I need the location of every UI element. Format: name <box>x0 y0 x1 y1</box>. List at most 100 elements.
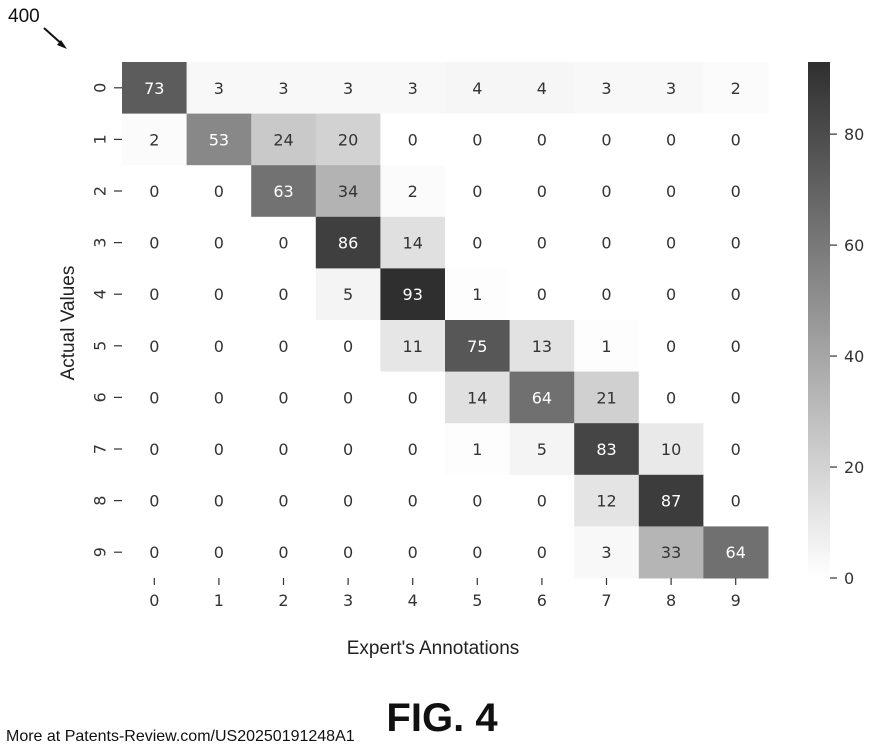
x-axis-label: Expert's Annotations <box>346 638 520 659</box>
x-tick-label: 0 <box>149 591 159 610</box>
heatmap-cell-r7-c3 <box>315 423 381 476</box>
x-tick-label: 1 <box>214 591 224 610</box>
heatmap-cell-r6-c9 <box>703 371 769 424</box>
heatmap-cell-r9-c9 <box>703 526 769 579</box>
heatmap-cell-r1-c6 <box>509 113 575 166</box>
heatmap-cell-r3-c3 <box>315 216 381 269</box>
heatmap-cell-r2-c3 <box>315 165 381 218</box>
heatmap-cell-r5-c1 <box>186 320 252 373</box>
heatmap-cell-r6-c7 <box>574 371 640 424</box>
heatmap-cell-r8-c2 <box>251 474 317 527</box>
cell-value-label: 0 <box>149 543 159 562</box>
cell-value-label: 24 <box>273 130 293 149</box>
heatmap-cell-r4-c6 <box>509 268 575 321</box>
heatmap-cell-r6-c6 <box>509 371 575 424</box>
cell-value-label: 0 <box>666 337 676 356</box>
heatmap-cell-r4-c3 <box>315 268 381 321</box>
cell-value-label: 0 <box>472 543 482 562</box>
cell-value-label: 3 <box>278 79 288 98</box>
cell-value-label: 0 <box>408 440 418 459</box>
heatmap-cell-r8-c3 <box>315 474 381 527</box>
y-tick-label: 1 <box>91 134 110 144</box>
cell-value-label: 0 <box>731 234 741 253</box>
cell-value-label: 0 <box>278 543 288 562</box>
y-axis-ticks: 0 1 2 3 4 5 6 7 8 9 <box>91 83 122 557</box>
cell-value-label: 0 <box>214 388 224 407</box>
colorbar-tick-label: 80 <box>844 125 864 144</box>
heatmap-cell-r6-c1 <box>186 371 252 424</box>
cell-value-label: 0 <box>472 130 482 149</box>
heatmap-cell-r0-c4 <box>380 62 446 115</box>
heatmap-cell-r2-c8 <box>638 165 704 218</box>
cell-value-label: 0 <box>343 337 353 356</box>
heatmap-cell-r5-c2 <box>251 320 317 373</box>
cell-value-label: 33 <box>661 543 681 562</box>
cell-value-label: 63 <box>273 182 293 201</box>
x-tick-label: 5 <box>472 591 482 610</box>
cell-value-label: 87 <box>661 492 681 511</box>
cell-value-label: 0 <box>731 285 741 304</box>
heatmap-cell-r1-c5 <box>445 113 511 166</box>
x-tick-label: 4 <box>408 591 418 610</box>
heatmap-cell-r9-c1 <box>186 526 252 579</box>
heatmap-cell-r4-c9 <box>703 268 769 321</box>
heatmap-cell-r7-c4 <box>380 423 446 476</box>
heatmap-cell-r1-c0 <box>122 113 188 166</box>
heatmap-cell-r0-c8 <box>638 62 704 115</box>
heatmap-cell-r1-c4 <box>380 113 446 166</box>
cell-value-label: 21 <box>596 388 616 407</box>
cell-value-label: 0 <box>149 285 159 304</box>
cell-value-label: 0 <box>666 182 676 201</box>
cell-value-label: 0 <box>731 388 741 407</box>
heatmap-cell-r2-c5 <box>445 165 511 218</box>
cell-value-label: 1 <box>472 440 482 459</box>
cell-value-label: 14 <box>467 388 487 407</box>
cell-value-label: 3 <box>601 79 611 98</box>
cell-value-label: 34 <box>338 182 358 201</box>
cell-value-label: 0 <box>278 440 288 459</box>
heatmap-cell-r2-c6 <box>509 165 575 218</box>
cell-value-label: 0 <box>601 234 611 253</box>
cell-value-label: 0 <box>278 337 288 356</box>
heatmap-cell-r1-c7 <box>574 113 640 166</box>
heatmap-cell-r6-c0 <box>122 371 188 424</box>
cell-value-label: 1 <box>472 285 482 304</box>
y-tick-label: 3 <box>91 238 110 248</box>
heatmap-cell-r9-c3 <box>315 526 381 579</box>
heatmap-cell-r5-c8 <box>638 320 704 373</box>
heatmap-cell-r3-c6 <box>509 216 575 269</box>
cell-value-label: 0 <box>214 543 224 562</box>
x-tick-label: 2 <box>278 591 288 610</box>
colorbar-tick-label: 40 <box>844 347 864 366</box>
heatmap-cell-r2-c9 <box>703 165 769 218</box>
heatmap-cell-r9-c0 <box>122 526 188 579</box>
heatmap-cell-r1-c2 <box>251 113 317 166</box>
heatmap-cell-r0-c7 <box>574 62 640 115</box>
cell-value-label: 0 <box>214 234 224 253</box>
heatmap-cell-r3-c8 <box>638 216 704 269</box>
heatmap-cell-r7-c2 <box>251 423 317 476</box>
heatmap-cell-r4-c2 <box>251 268 317 321</box>
cell-value-label: 0 <box>214 285 224 304</box>
cell-value-label: 2 <box>731 79 741 98</box>
x-tick-label: 6 <box>537 591 547 610</box>
colorbar: 0 20 40 60 80 <box>808 62 864 588</box>
cell-value-label: 64 <box>726 543 746 562</box>
cell-value-label: 0 <box>537 130 547 149</box>
heatmap-cell-r6-c5 <box>445 371 511 424</box>
cell-value-label: 14 <box>403 234 423 253</box>
y-axis-label: Actual Values <box>58 265 79 381</box>
heatmap-cell-r0-c1 <box>186 62 252 115</box>
cell-value-label: 3 <box>214 79 224 98</box>
colorbar-tick-label: 20 <box>844 458 864 477</box>
cell-value-label: 0 <box>149 388 159 407</box>
heatmap-cell-r2-c1 <box>186 165 252 218</box>
cell-value-label: 5 <box>537 440 547 459</box>
heatmap-cell-r6-c2 <box>251 371 317 424</box>
cell-value-label: 0 <box>537 492 547 511</box>
heatmap-cell-r4-c7 <box>574 268 640 321</box>
heatmap-cell-r9-c2 <box>251 526 317 579</box>
heatmap-cell-r3-c9 <box>703 216 769 269</box>
x-tick-label: 9 <box>731 591 741 610</box>
